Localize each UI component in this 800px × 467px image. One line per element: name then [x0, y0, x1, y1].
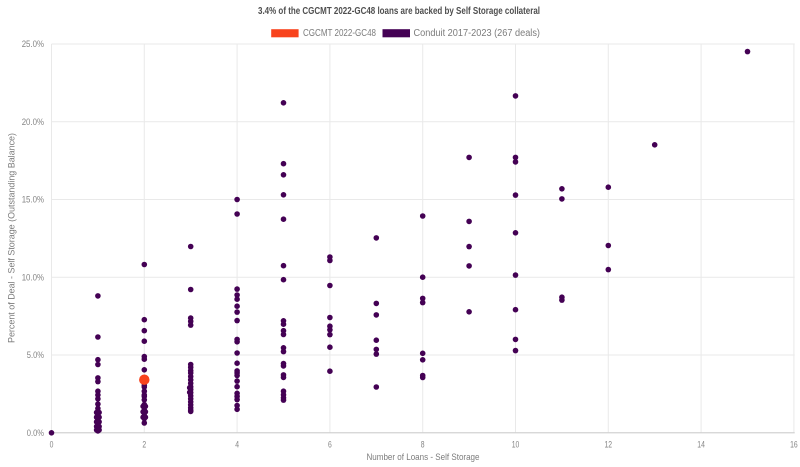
svg-text:0: 0	[50, 440, 54, 450]
svg-text:10.0%: 10.0%	[22, 272, 44, 282]
svg-text:3.4% of the CGCMT 2022-GC48 lo: 3.4% of the CGCMT 2022-GC48 loans are ba…	[258, 6, 540, 17]
svg-text:14: 14	[697, 440, 705, 450]
svg-text:0.0%: 0.0%	[27, 428, 44, 438]
svg-text:15.0%: 15.0%	[22, 195, 44, 205]
svg-text:CGCMT 2022-GC48: CGCMT 2022-GC48	[303, 28, 376, 39]
svg-text:25.0%: 25.0%	[22, 39, 44, 49]
svg-text:5.0%: 5.0%	[27, 350, 44, 360]
svg-text:2: 2	[142, 440, 146, 450]
svg-text:16: 16	[790, 440, 798, 450]
svg-text:8: 8	[421, 440, 425, 450]
svg-text:Number of Loans - Self Storage: Number of Loans - Self Storage	[367, 451, 480, 462]
svg-text:20.0%: 20.0%	[22, 117, 44, 127]
svg-text:12: 12	[605, 440, 613, 450]
svg-text:6: 6	[328, 440, 332, 450]
svg-text:10: 10	[512, 440, 520, 450]
svg-text:4: 4	[235, 440, 239, 450]
svg-text:Percent of Deal - Self Storage: Percent of Deal - Self Storage (Outstand…	[6, 133, 17, 343]
svg-text:Conduit 2017-2023 (267 deals): Conduit 2017-2023 (267 deals)	[414, 28, 541, 39]
